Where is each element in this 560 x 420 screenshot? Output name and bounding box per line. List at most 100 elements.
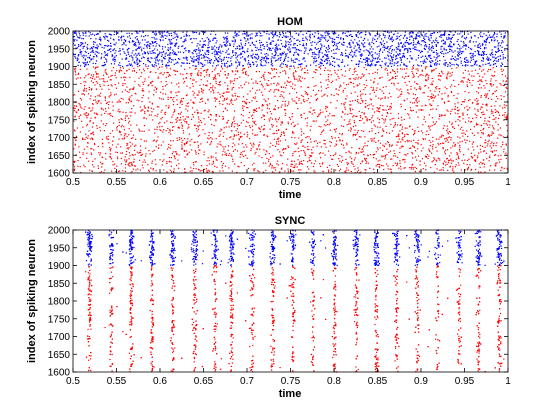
excitatory-spike bbox=[440, 136, 443, 138]
excitatory-spike bbox=[266, 107, 269, 109]
excitatory-spike bbox=[387, 97, 389, 99]
excitatory-spike bbox=[395, 155, 397, 157]
excitatory-spike bbox=[74, 137, 76, 139]
excitatory-spike bbox=[369, 167, 371, 169]
excitatory-spike bbox=[79, 171, 82, 174]
excitatory-spike bbox=[443, 101, 445, 103]
excitatory-spike bbox=[172, 104, 175, 106]
inhibitory-spike bbox=[252, 53, 254, 55]
excitatory-spike bbox=[119, 69, 121, 71]
excitatory-spike bbox=[120, 126, 122, 128]
inhibitory-spike bbox=[125, 57, 127, 59]
excitatory-spike bbox=[128, 164, 130, 166]
excitatory-spike bbox=[118, 130, 121, 132]
inhibitory-spike bbox=[504, 49, 506, 51]
excitatory-spike bbox=[319, 73, 322, 75]
excitatory-spike bbox=[174, 70, 176, 72]
excitatory-spike bbox=[230, 154, 232, 156]
inhibitory-spike bbox=[156, 49, 159, 51]
excitatory-spike bbox=[131, 164, 133, 167]
excitatory-spike bbox=[493, 154, 496, 156]
excitatory-spike bbox=[166, 72, 168, 74]
excitatory-spike bbox=[130, 161, 132, 164]
excitatory-spike bbox=[367, 155, 369, 157]
excitatory-spike bbox=[142, 83, 145, 85]
excitatory-spike bbox=[189, 67, 191, 69]
inhibitory-spike bbox=[384, 63, 386, 65]
inhibitory-spike bbox=[280, 43, 283, 45]
inhibitory-spike bbox=[92, 49, 94, 52]
inhibitory-spike bbox=[460, 62, 462, 64]
inhibitory-spike bbox=[378, 36, 380, 38]
excitatory-spike bbox=[330, 74, 332, 76]
excitatory-spike bbox=[406, 139, 408, 141]
excitatory-spike bbox=[355, 77, 357, 79]
excitatory-spike bbox=[185, 142, 187, 144]
inhibitory-spike bbox=[449, 45, 451, 48]
inhibitory-spike bbox=[202, 65, 204, 67]
inhibitory-spike bbox=[481, 60, 483, 62]
excitatory-spike bbox=[94, 66, 97, 69]
excitatory-spike bbox=[278, 75, 280, 78]
inhibitory-spike bbox=[210, 59, 212, 61]
excitatory-spike bbox=[168, 143, 170, 146]
excitatory-spike bbox=[155, 170, 157, 172]
excitatory-spike bbox=[479, 79, 481, 81]
excitatory-spike bbox=[77, 159, 79, 162]
inhibitory-spike bbox=[159, 40, 162, 42]
excitatory-spike bbox=[166, 171, 168, 173]
inhibitory-spike bbox=[103, 36, 105, 38]
excitatory-spike bbox=[369, 98, 371, 100]
inhibitory-spike bbox=[309, 35, 311, 37]
excitatory-spike bbox=[234, 92, 236, 95]
excitatory-spike bbox=[466, 159, 469, 162]
excitatory-spike bbox=[304, 91, 306, 93]
excitatory-spike bbox=[255, 108, 258, 110]
inhibitory-spike bbox=[457, 33, 459, 35]
excitatory-spike bbox=[281, 131, 283, 133]
excitatory-spike bbox=[88, 73, 90, 75]
excitatory-spike bbox=[94, 84, 96, 86]
excitatory-spike bbox=[255, 71, 258, 73]
excitatory-spike bbox=[151, 81, 153, 83]
excitatory-spike bbox=[195, 168, 197, 170]
inhibitory-spike bbox=[449, 62, 452, 64]
excitatory-spike bbox=[495, 80, 497, 82]
inhibitory-spike bbox=[391, 60, 393, 62]
excitatory-spike bbox=[396, 141, 398, 143]
inhibitory-spike bbox=[278, 44, 280, 46]
excitatory-spike bbox=[394, 72, 397, 74]
excitatory-spike bbox=[449, 166, 451, 168]
excitatory-spike bbox=[187, 127, 189, 129]
inhibitory-spike bbox=[82, 57, 85, 59]
excitatory-spike bbox=[236, 123, 238, 125]
inhibitory-spike bbox=[103, 47, 105, 49]
excitatory-spike bbox=[481, 112, 483, 114]
inhibitory-spike bbox=[283, 58, 286, 60]
inhibitory-spike bbox=[161, 59, 163, 62]
inhibitory-spike bbox=[341, 54, 344, 56]
excitatory-spike bbox=[505, 117, 507, 119]
inhibitory-spike bbox=[363, 38, 366, 40]
excitatory-spike bbox=[364, 136, 366, 138]
inhibitory-spike bbox=[216, 47, 218, 49]
inhibitory-spike bbox=[254, 46, 257, 48]
excitatory-spike bbox=[428, 148, 430, 150]
excitatory-spike bbox=[320, 90, 323, 92]
excitatory-spike bbox=[231, 130, 233, 132]
excitatory-spike bbox=[254, 108, 256, 111]
inhibitory-spike bbox=[277, 59, 279, 61]
inhibitory-spike bbox=[293, 37, 295, 40]
inhibitory-spike bbox=[402, 55, 404, 57]
inhibitory-spike bbox=[389, 63, 391, 65]
excitatory-spike bbox=[124, 119, 127, 121]
inhibitory-spike bbox=[475, 61, 477, 63]
excitatory-spike bbox=[381, 114, 383, 116]
inhibitory-spike bbox=[343, 44, 345, 46]
inhibitory-spike bbox=[279, 54, 281, 56]
excitatory-spike bbox=[289, 118, 292, 120]
excitatory-spike bbox=[127, 102, 129, 104]
excitatory-spike bbox=[265, 153, 267, 155]
excitatory-spike bbox=[470, 121, 472, 123]
excitatory-spike bbox=[277, 129, 279, 132]
